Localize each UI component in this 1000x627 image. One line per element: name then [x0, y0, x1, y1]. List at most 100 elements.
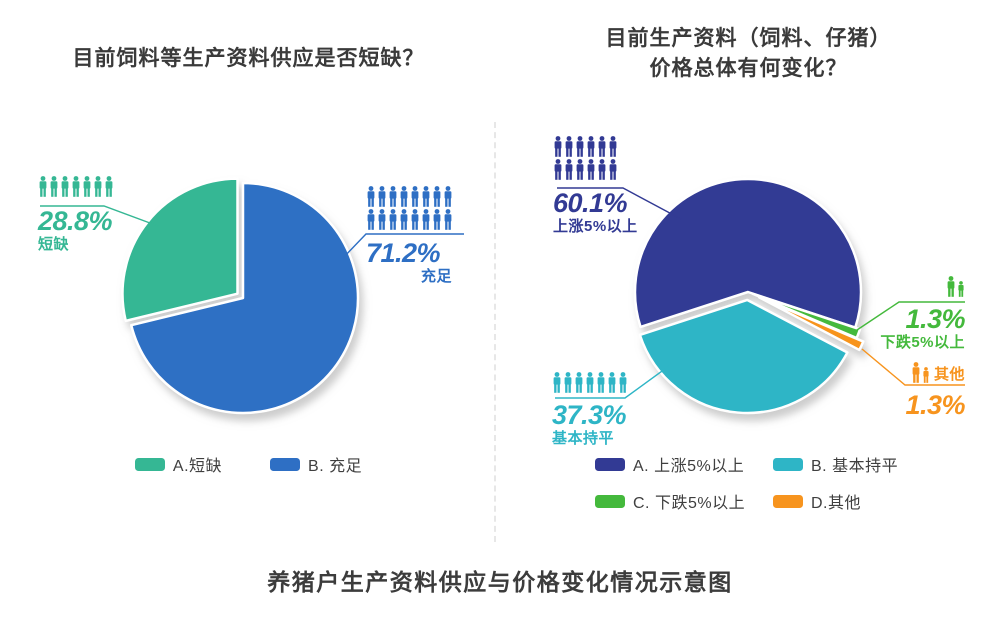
person-icon — [433, 186, 441, 207]
person-icon — [587, 159, 595, 180]
person-icon — [389, 209, 397, 230]
legend-item: A. 上涨5%以上 — [595, 452, 773, 476]
person-icon — [564, 372, 572, 393]
flat-percent: 37.3% — [552, 400, 627, 430]
legend-label: D.其他 — [811, 495, 862, 512]
person-icon — [587, 136, 595, 157]
person-icon-row — [38, 176, 114, 197]
legend-swatch — [270, 457, 301, 471]
person-icon — [422, 186, 430, 207]
legend-item: D.其他 — [773, 489, 898, 513]
person-icon — [83, 176, 91, 197]
leader-line-other — [861, 348, 965, 386]
price-chart-title-line1: 目前生产资料（饲料、仔猪） — [605, 27, 892, 50]
legend-item: B. 充足 — [270, 452, 362, 476]
person-icon — [400, 209, 408, 230]
legend-item: A.短缺 — [134, 452, 223, 476]
person-icon — [912, 362, 920, 383]
person-icon — [72, 176, 80, 197]
sufficient-percent: 71.2% — [366, 238, 441, 268]
person-icon — [411, 186, 419, 207]
person-icon — [444, 186, 452, 207]
person-icon-row — [366, 186, 466, 207]
person-icon — [554, 136, 562, 157]
person-icon — [958, 281, 964, 297]
pie-slices-group — [633, 177, 865, 415]
person-icon — [378, 186, 386, 207]
callout-shortage: 28.8% 短缺 — [38, 176, 114, 254]
person-icon — [609, 136, 617, 157]
person-icon — [411, 209, 419, 230]
figure-caption: 养猪户生产资料供应与价格变化情况示意图 — [267, 569, 733, 595]
person-icon-row — [552, 372, 628, 393]
person-icon — [565, 136, 573, 157]
callout-sufficient: 71.2% 充足 — [366, 186, 466, 286]
person-icon — [389, 186, 397, 207]
supply-chart-title: 目前饲料等生产资料供应是否短缺？ — [0, 44, 497, 74]
pie-slices-group — [121, 177, 360, 415]
person-icon — [576, 136, 584, 157]
down-label: 下跌5%以上 — [880, 334, 965, 351]
person-icon — [105, 176, 113, 197]
person-icon — [598, 136, 606, 157]
person-icon — [367, 209, 375, 230]
other-label: 其他 — [933, 366, 965, 383]
flat-people-icons — [552, 372, 628, 393]
person-icon — [608, 372, 616, 393]
legend-swatch — [595, 494, 625, 508]
other-percent: 1.3% — [905, 390, 965, 420]
price-chart-title-line2: 价格总体有何变化？ — [649, 57, 848, 80]
person-icon — [565, 159, 573, 180]
up-people-icons — [553, 136, 638, 180]
person-icon — [433, 209, 441, 230]
person-icon-row — [366, 209, 466, 230]
callout-down: 1.3% 下跌5%以上 — [875, 276, 966, 352]
pie-slice-flat — [638, 298, 849, 415]
legend-label: A. 上涨5%以上 — [633, 458, 745, 475]
leader-line-sufficient — [341, 233, 464, 260]
supply-pie-chart — [40, 177, 464, 415]
person-icon-row — [875, 276, 965, 297]
leader-line-up — [557, 187, 682, 220]
callout-up: 60.1% 上涨5%以上 — [553, 136, 638, 236]
legend-label: A.短缺 — [172, 458, 223, 475]
flat-label: 基本持平 — [552, 430, 615, 447]
leader-line-shortage — [40, 205, 159, 227]
other-people-icons — [911, 362, 930, 384]
person-icon-row — [553, 136, 638, 157]
person-icon — [597, 372, 605, 393]
person-icon — [586, 372, 594, 393]
person-icon — [400, 186, 408, 207]
pie-slice-shortage — [121, 177, 239, 323]
pie-slice-other — [758, 296, 865, 352]
price-legend: A. 上涨5%以上 B. 基本持平 C. 下跌5%以上 D.其他 — [595, 452, 898, 513]
shortage-people-icons — [38, 176, 114, 197]
person-icon — [554, 159, 562, 180]
person-icon-row — [911, 362, 930, 383]
person-icon — [553, 372, 561, 393]
person-icon — [50, 176, 58, 197]
supply-chart-panel: 目前饲料等生产资料供应是否短缺？ 28.8% 短缺 71.2% 充足 A.短缺 B… — [0, 0, 497, 540]
person-icon-row — [553, 159, 638, 180]
person-icon — [598, 159, 606, 180]
down-people-icons — [875, 276, 965, 297]
shortage-percent: 28.8% — [38, 206, 113, 236]
pie-slice-sufficient — [130, 181, 360, 415]
person-icon — [94, 176, 102, 197]
person-icon — [923, 367, 929, 383]
up-label: 上涨5%以上 — [553, 218, 638, 235]
down-percent: 1.3% — [905, 304, 965, 334]
person-icon — [609, 159, 617, 180]
person-icon — [378, 209, 386, 230]
person-icon — [575, 372, 583, 393]
legend-item: B. 基本持平 — [773, 452, 898, 476]
legend-item: C. 下跌5%以上 — [595, 489, 773, 513]
person-icon — [947, 276, 955, 297]
leader-line-flat — [555, 365, 670, 399]
supply-legend: A.短缺 B. 充足 — [0, 452, 497, 476]
person-icon — [619, 372, 627, 393]
panel-divider — [494, 122, 496, 542]
shortage-label: 短缺 — [38, 236, 70, 253]
price-chart-title: 目前生产资料（饲料、仔猪） 价格总体有何变化？ — [497, 24, 1000, 84]
pie-slice-up — [633, 177, 863, 329]
